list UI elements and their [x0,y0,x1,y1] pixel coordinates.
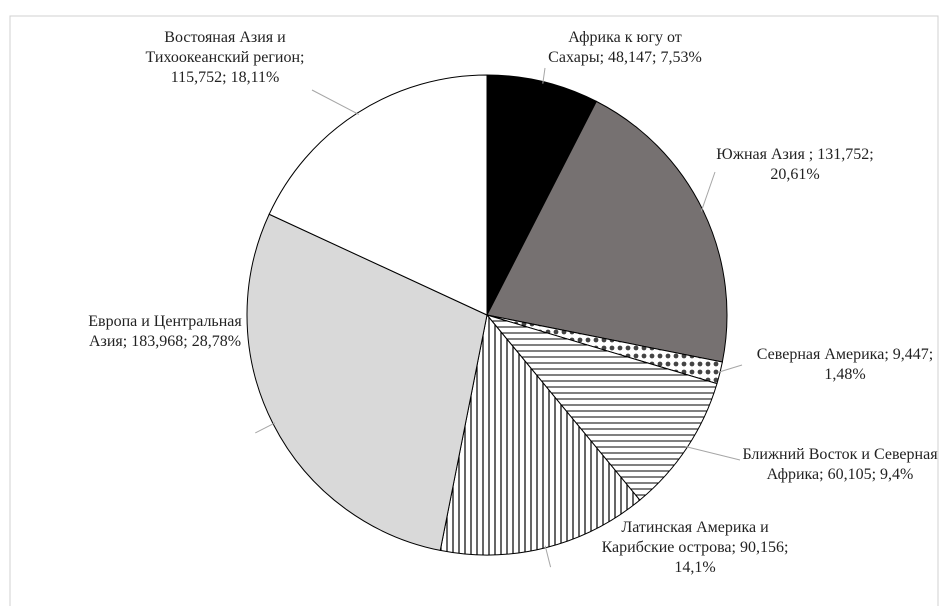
percent-label: 1,48% [824,366,866,383]
percent-label: 20,61% [770,166,820,183]
pie-slice [268,74,488,316]
value-label: 60,105; [827,466,877,483]
percent-label: 18,11% [230,69,280,86]
percent-label: 14,1% [674,559,716,576]
data-label: Латинская Америка и Карибские острова; 9… [598,518,793,578]
value-label: 115,752; [170,69,227,86]
pie-slice [486,100,728,363]
percent-label: 9,4% [880,466,914,483]
frame [9,15,939,606]
data-label: Северная Америка; 9,447; 1,48% [745,345,945,385]
value-label: 9,447; [892,346,934,363]
percent-label: 28,78% [191,333,242,350]
data-label: Европа и Центральная Азия; 183,968; 28,7… [80,312,250,352]
value-label: 131,752; [817,146,874,163]
category: Востояная Азия и Тихоокеанский регион; [145,29,305,66]
category: Европа и Центральная Азия; [88,313,242,350]
category: Ближний Восток и Северная Африка; [742,446,938,483]
data-label: Южная Азия ; 131,752; 20,61% [708,145,883,185]
category: Южная Азия ; [716,146,814,163]
percent-label: 7,53% [660,49,702,66]
category: Африка к югу от Сахары; [548,29,682,66]
leader-line [255,422,276,434]
leader-line [685,446,741,461]
leader-line [717,364,743,373]
data-label: Востояная Азия и Тихоокеанский регион; 1… [138,28,313,88]
value-label: 48,147; [608,49,657,66]
leader-line [544,545,552,568]
category: Латинская Америка и Карибские острова; [601,519,769,556]
pie-slice [485,314,718,501]
value-label: 183,968; [131,333,188,350]
category: Северная Америка; [756,346,889,363]
leader-line [311,89,360,115]
leader-line [542,67,546,84]
data-label: Африка к югу от Сахары; 48,147; 7,53% [543,28,708,68]
value-label: 90,156; [739,539,789,556]
leader-line [700,171,716,212]
data-label: Ближний Восток и Северная Африка; 60,105… [740,445,940,485]
